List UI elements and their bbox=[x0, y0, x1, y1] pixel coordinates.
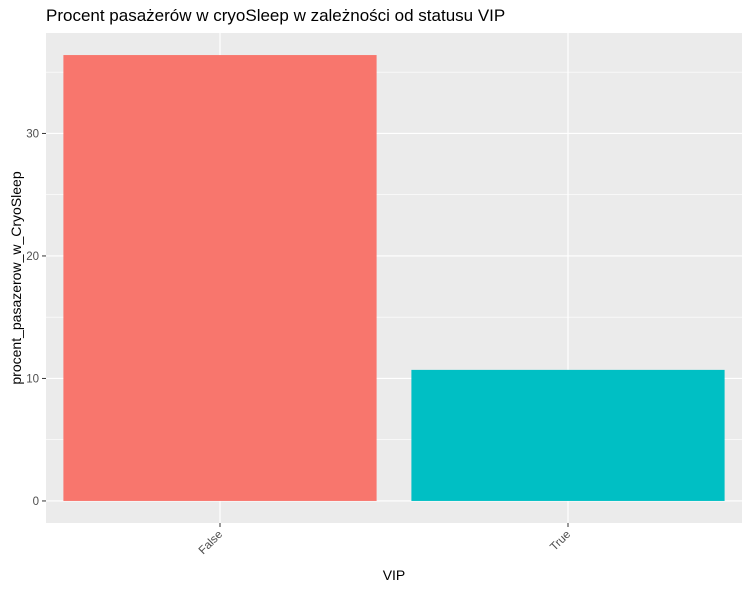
y-tick-label: 0 bbox=[33, 496, 39, 508]
x-tick-label: False bbox=[197, 529, 225, 557]
bars bbox=[63, 55, 725, 501]
bar-true bbox=[411, 369, 725, 501]
y-tick-label: 20 bbox=[26, 251, 39, 263]
y-axis: 0 10 20 30 bbox=[26, 128, 46, 508]
x-tick-label: True bbox=[548, 529, 573, 554]
y-axis-title: procent_pasazerow_w_CryoSleep bbox=[8, 171, 24, 384]
x-axis: False True bbox=[197, 523, 573, 557]
x-axis-title: VIP bbox=[383, 567, 406, 583]
chart-title: Procent pasażerów w cryoSleep w zależnoś… bbox=[46, 6, 505, 25]
y-tick-label: 10 bbox=[26, 373, 39, 385]
bar-false bbox=[63, 55, 377, 501]
y-tick-label: 30 bbox=[26, 128, 39, 140]
